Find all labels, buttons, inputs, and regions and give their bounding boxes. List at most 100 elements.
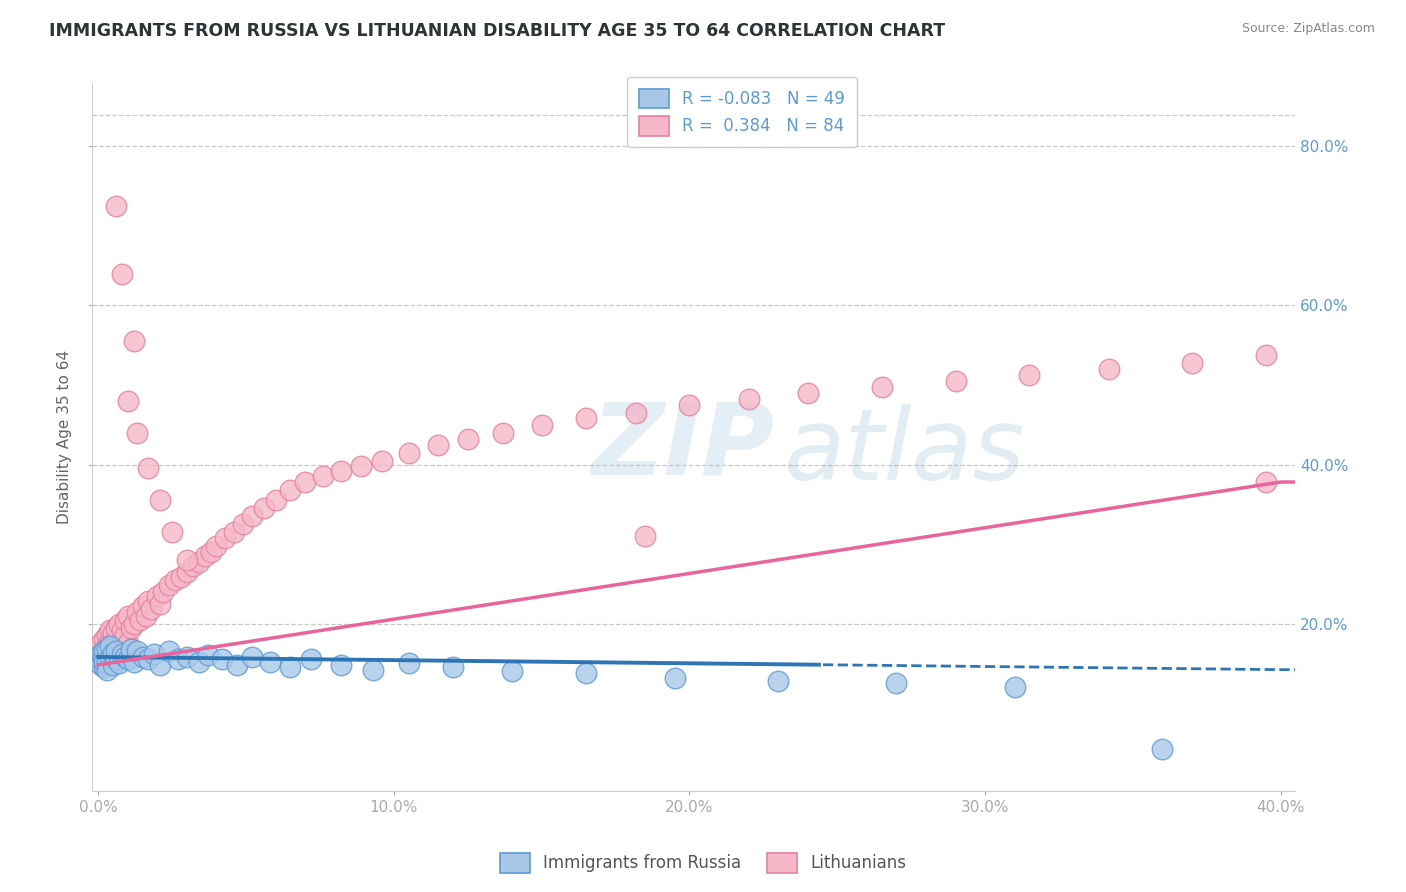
Point	[398, 657, 420, 671]
Point	[165, 573, 187, 587]
Point	[143, 647, 166, 661]
Point	[678, 398, 700, 412]
Point	[122, 616, 145, 631]
Point	[240, 649, 263, 664]
Point	[91, 649, 114, 664]
Point	[96, 628, 118, 642]
Point	[120, 642, 142, 657]
Point	[96, 642, 118, 657]
Point	[98, 623, 121, 637]
Point	[96, 657, 118, 671]
Point	[575, 665, 598, 680]
Point	[796, 386, 818, 401]
Point	[111, 647, 134, 661]
Point	[160, 525, 183, 540]
Point	[101, 646, 124, 660]
Point	[626, 406, 648, 420]
Point	[205, 539, 228, 553]
Point	[96, 644, 118, 658]
Point	[114, 628, 136, 642]
Point	[101, 657, 124, 672]
Point	[1152, 742, 1174, 756]
Point	[457, 432, 479, 446]
Point	[101, 636, 124, 650]
Point	[93, 660, 115, 674]
Point	[492, 425, 515, 440]
Point	[111, 623, 134, 637]
Point	[149, 597, 172, 611]
Point	[93, 644, 115, 658]
Point	[181, 559, 204, 574]
Point	[131, 649, 153, 664]
Point	[122, 655, 145, 669]
Legend: Immigrants from Russia, Lithuanians: Immigrants from Russia, Lithuanians	[494, 847, 912, 880]
Point	[149, 493, 172, 508]
Point	[945, 374, 967, 388]
Point	[312, 469, 335, 483]
Point	[120, 621, 142, 635]
Point	[211, 652, 233, 666]
Point	[232, 517, 254, 532]
Point	[167, 652, 190, 666]
Point	[530, 417, 553, 432]
Point	[117, 652, 139, 666]
Point	[125, 425, 148, 440]
Point	[350, 459, 373, 474]
Text: IMMIGRANTS FROM RUSSIA VS LITHUANIAN DISABILITY AGE 35 TO 64 CORRELATION CHART: IMMIGRANTS FROM RUSSIA VS LITHUANIAN DIS…	[49, 22, 945, 40]
Point	[108, 616, 131, 631]
Point	[501, 665, 523, 679]
Point	[104, 639, 127, 653]
Point	[138, 461, 160, 475]
Y-axis label: Disability Age 35 to 64: Disability Age 35 to 64	[58, 350, 72, 524]
Point	[1004, 680, 1026, 694]
Point	[766, 673, 789, 688]
Point	[226, 657, 249, 672]
Point	[176, 565, 198, 579]
Point	[125, 644, 148, 658]
Point	[93, 655, 115, 669]
Point	[1018, 368, 1040, 383]
Point	[398, 445, 420, 459]
Point	[187, 655, 209, 669]
Point	[329, 657, 352, 672]
Point	[170, 570, 193, 584]
Point	[101, 626, 124, 640]
Point	[176, 553, 198, 567]
Point	[90, 652, 112, 666]
Point	[1098, 362, 1121, 376]
Point	[114, 613, 136, 627]
Point	[135, 608, 157, 623]
Point	[141, 602, 163, 616]
Point	[870, 379, 893, 393]
Point	[125, 605, 148, 619]
Point	[104, 644, 127, 658]
Point	[157, 644, 180, 658]
Point	[87, 647, 110, 661]
Point	[886, 676, 908, 690]
Point	[441, 660, 464, 674]
Point	[111, 634, 134, 648]
Text: Source: ZipAtlas.com: Source: ZipAtlas.com	[1241, 22, 1375, 36]
Point	[138, 594, 160, 608]
Point	[90, 647, 112, 661]
Point	[259, 655, 281, 669]
Point	[634, 529, 657, 543]
Legend: R = -0.083   N = 49, R =  0.384   N = 84: R = -0.083 N = 49, R = 0.384 N = 84	[627, 77, 856, 147]
Point	[111, 267, 134, 281]
Point	[98, 649, 121, 664]
Point	[197, 648, 219, 663]
Point	[128, 613, 150, 627]
Point	[187, 555, 209, 569]
Point	[108, 657, 131, 671]
Point	[96, 663, 118, 677]
Text: atlas: atlas	[785, 404, 1026, 500]
Point	[214, 531, 236, 545]
Point	[104, 199, 127, 213]
Point	[176, 649, 198, 664]
Point	[117, 636, 139, 650]
Point	[90, 636, 112, 650]
Point	[299, 652, 322, 666]
Point	[117, 608, 139, 623]
Point	[98, 639, 121, 653]
Point	[1181, 356, 1204, 370]
